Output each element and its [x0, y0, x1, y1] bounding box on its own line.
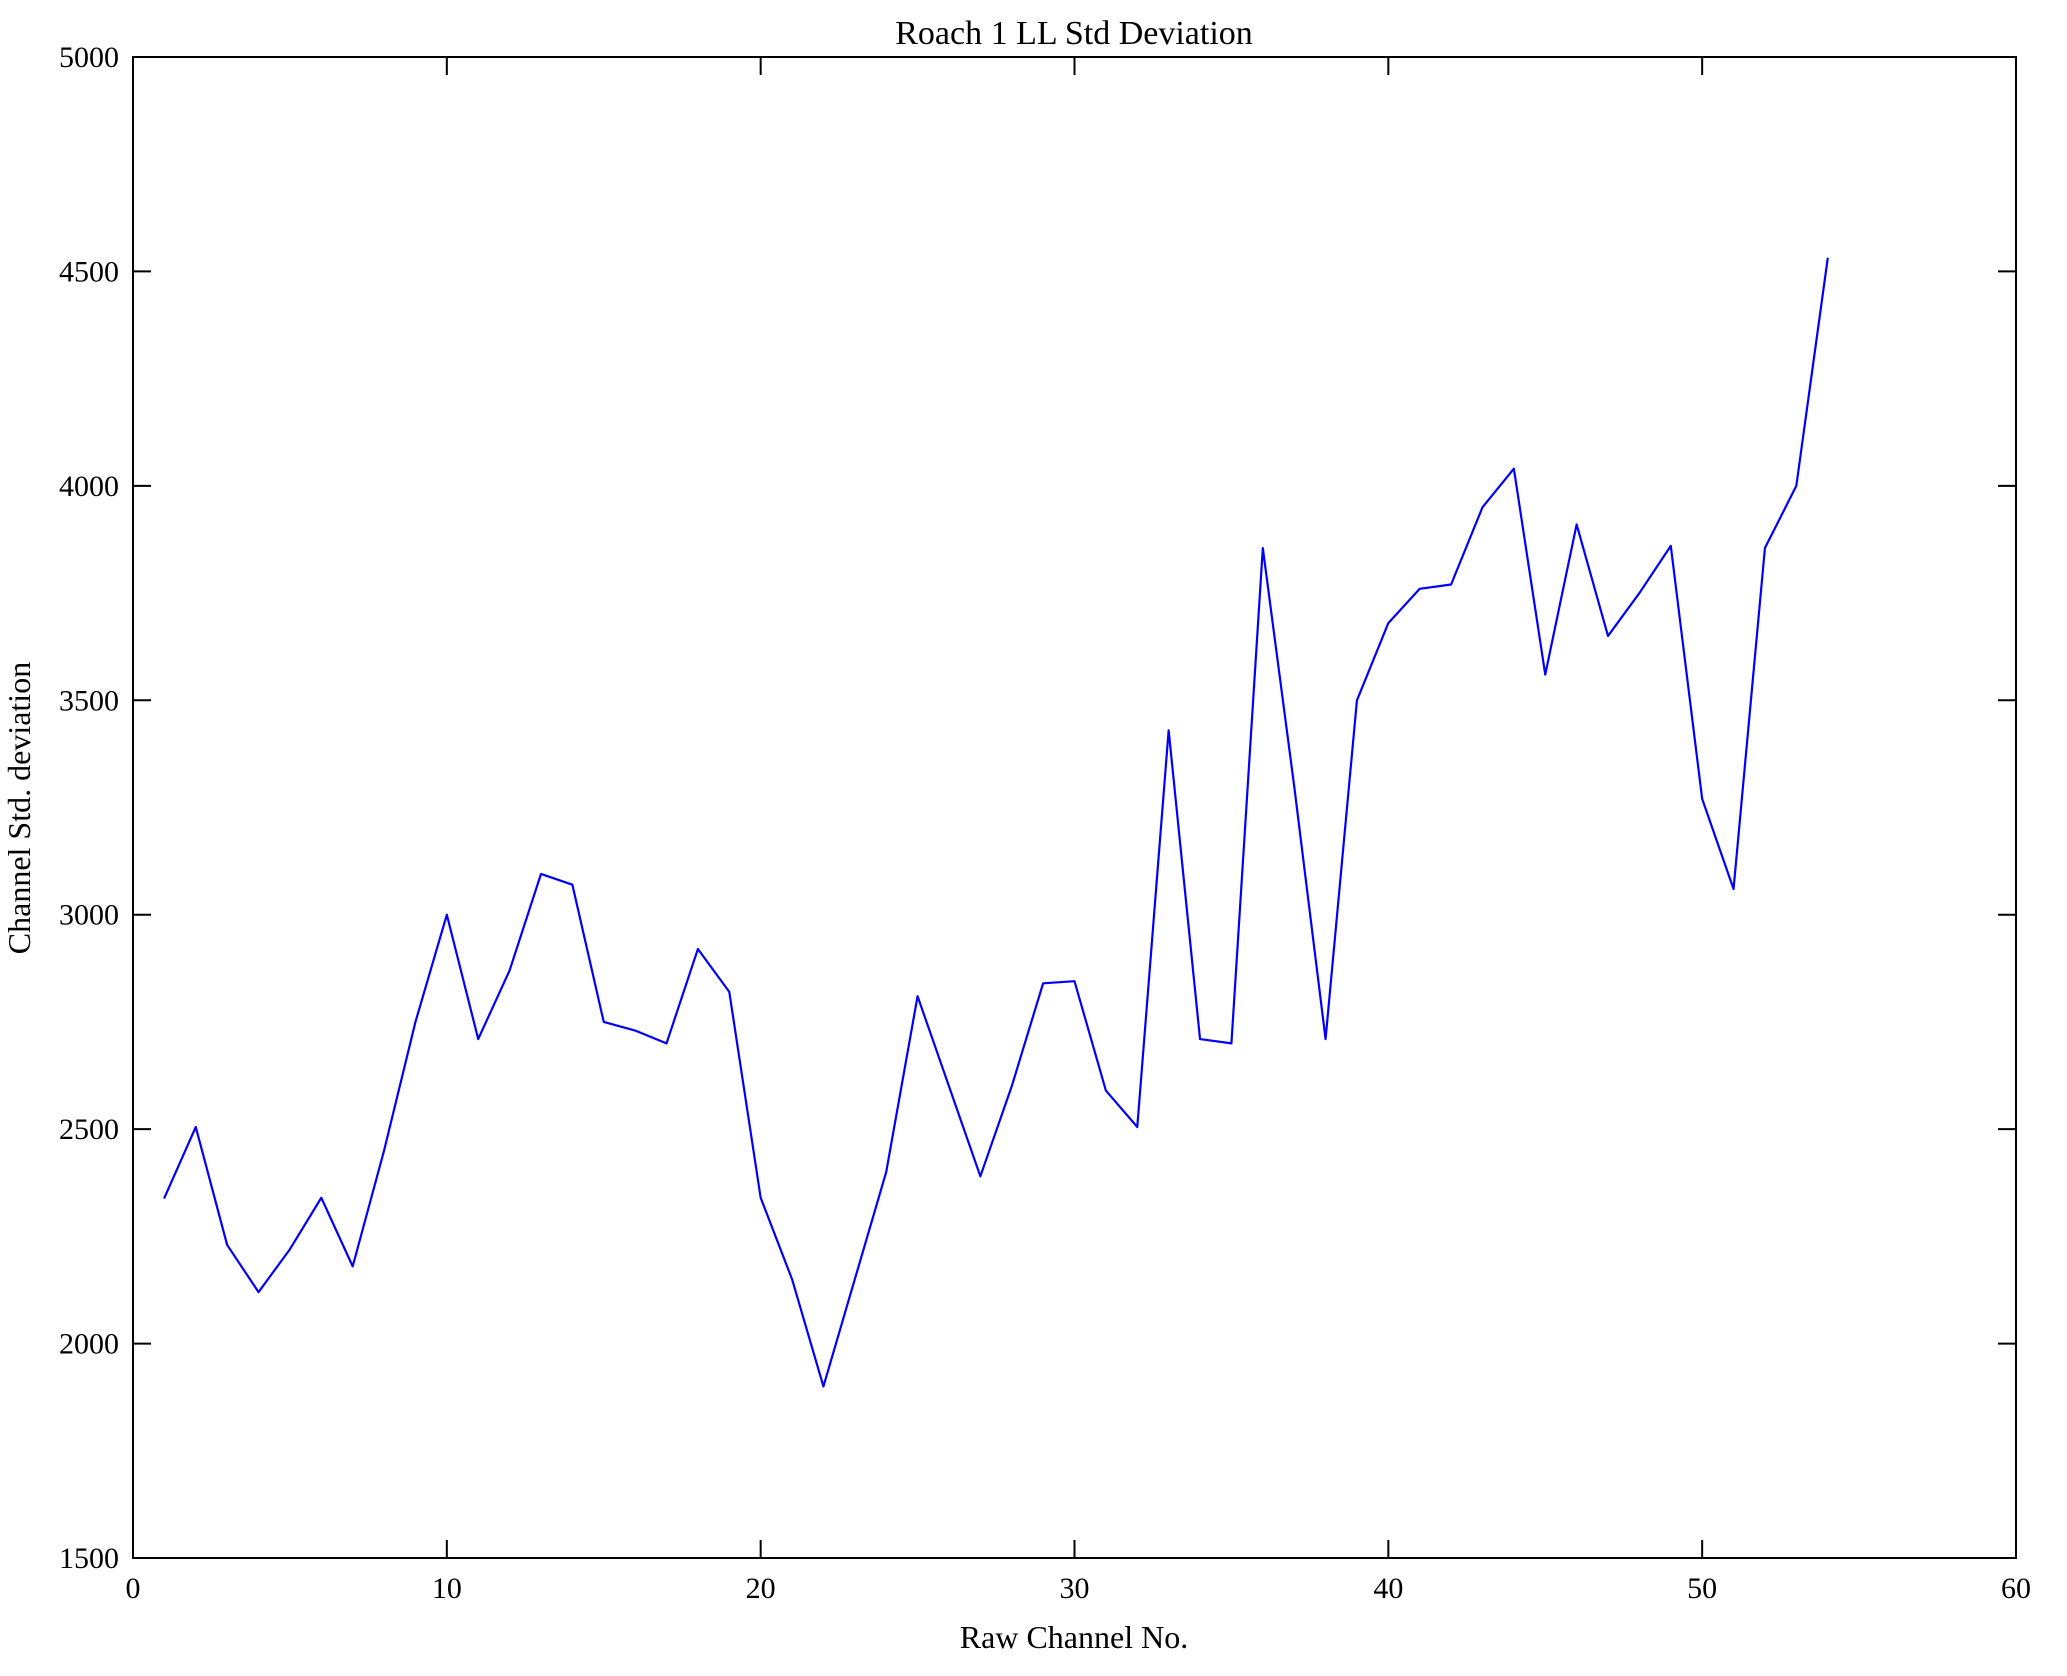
chart-title: Roach 1 LL Std Deviation	[895, 15, 1253, 52]
y-tick-label: 4500	[59, 255, 119, 288]
y-axis-label: Channel Std. deviation	[1, 662, 37, 954]
y-tick-label: 5000	[59, 41, 119, 74]
x-tick-label: 0	[126, 1572, 141, 1605]
x-tick-label: 30	[1060, 1572, 1090, 1605]
x-tick-label: 10	[432, 1572, 462, 1605]
data-line	[163, 257, 1829, 1388]
x-tick-label: 60	[2001, 1572, 2031, 1605]
y-tick-label: 3500	[59, 684, 119, 717]
x-axis-label: Raw Channel No.	[960, 1619, 1188, 1655]
data-series-layer	[163, 257, 1829, 1388]
x-tick-label: 40	[1373, 1572, 1403, 1605]
y-tick-label: 1500	[59, 1542, 119, 1575]
x-tick-label: 20	[746, 1572, 776, 1605]
y-tick-label: 4000	[59, 470, 119, 503]
plot-border	[132, 56, 2017, 1559]
y-tick-label: 2500	[59, 1113, 119, 1146]
axes-layer	[132, 56, 2017, 1559]
x-tick-label: 50	[1687, 1572, 1717, 1605]
y-tick-label: 2000	[59, 1328, 119, 1361]
tick-layer: 0 10 20 30 40 50 60 1500 2000 2500 3000 3500 4000 450…	[59, 41, 2031, 1605]
y-tick-label: 3000	[59, 899, 119, 932]
